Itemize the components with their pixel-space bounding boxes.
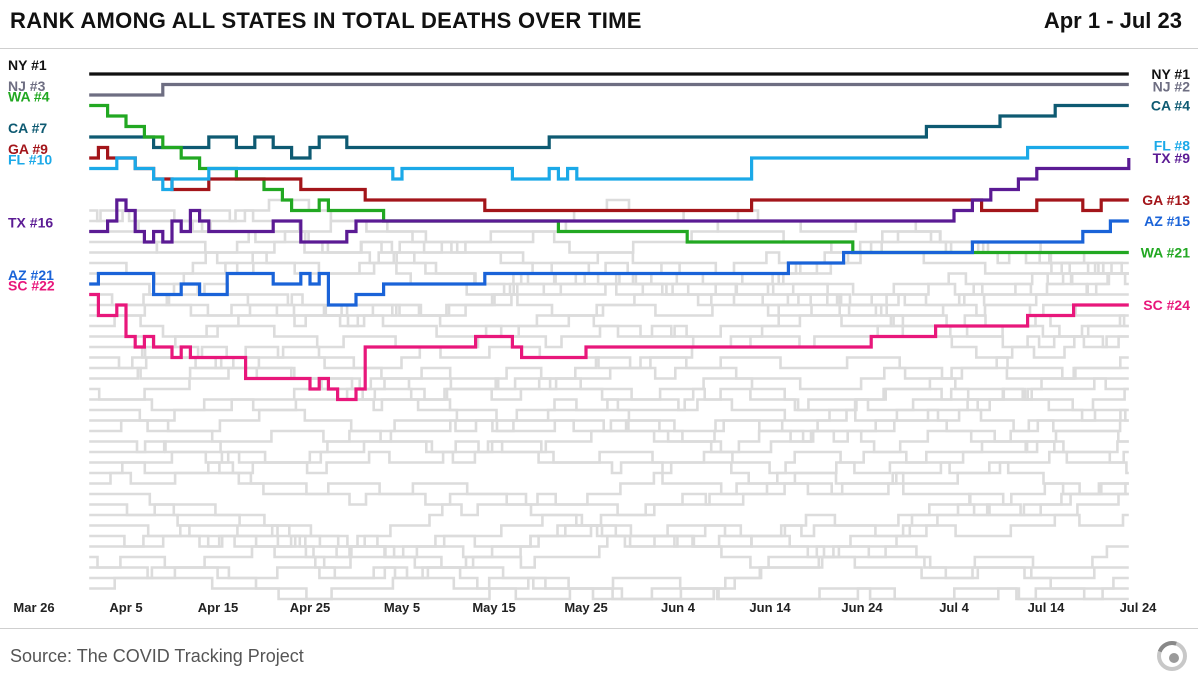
series-line-tx xyxy=(89,158,1131,244)
background-state-line xyxy=(89,356,1129,433)
end-label-fl: FL #8 xyxy=(1154,138,1191,154)
end-label-sc: SC #24 xyxy=(1143,297,1190,313)
series-line-sc xyxy=(89,292,1129,402)
end-label-ga: GA #13 xyxy=(1142,192,1190,208)
background-state-line xyxy=(89,240,1129,317)
series-line-wa xyxy=(89,103,1129,255)
background-state-line xyxy=(89,366,1129,412)
end-label-ny: NY #1 xyxy=(1151,66,1190,82)
series-line-ca xyxy=(89,103,1129,160)
series-line-az xyxy=(89,219,1129,307)
background-state-line xyxy=(89,272,1129,370)
x-tick-label: Jun 4 xyxy=(661,600,696,615)
start-label-tx: TX #16 xyxy=(8,215,53,231)
x-tick-label: May 15 xyxy=(472,600,515,615)
series-line-nj xyxy=(89,82,1129,97)
background-state-line xyxy=(89,209,1129,328)
background-state-line xyxy=(89,272,1129,328)
background-state-line xyxy=(89,503,1129,580)
start-label-ga: GA #9 xyxy=(8,141,48,157)
background-state-line xyxy=(89,482,1129,601)
bottom-divider xyxy=(0,628,1198,629)
start-label-nj: NJ #3 xyxy=(8,78,46,94)
start-label-ny: NY #1 xyxy=(8,57,47,73)
x-tick-label: May 25 xyxy=(564,600,607,615)
background-state-line xyxy=(89,450,1129,548)
top-divider xyxy=(0,48,1198,49)
x-tick-label: Apr 15 xyxy=(198,600,238,615)
x-tick-label: Apr 25 xyxy=(290,600,330,615)
background-state-lines xyxy=(89,198,1129,601)
background-state-line xyxy=(89,503,1129,569)
rank-chart: NY #1 NY #1 NJ #3 NJ #2 CA #7 CA #4 WA #4 WA #2… xyxy=(8,57,1190,615)
x-tick-label: Jul 14 xyxy=(1028,600,1066,615)
end-label-tx: TX #9 xyxy=(1153,150,1191,166)
background-state-line xyxy=(89,303,1129,391)
background-state-line xyxy=(89,471,1129,517)
background-state-line xyxy=(89,251,1129,349)
background-state-line xyxy=(89,272,1129,317)
background-state-line xyxy=(89,461,1129,580)
x-tick-label: Mar 26 xyxy=(13,600,54,615)
background-state-line xyxy=(89,314,1129,370)
date-range: Apr 1 - Jul 23 xyxy=(1043,8,1182,33)
x-tick-label: Apr 5 xyxy=(109,600,142,615)
series-line-fl xyxy=(89,145,1129,192)
source-note: Source: The COVID Tracking Project xyxy=(10,646,304,666)
background-state-line xyxy=(89,440,1129,538)
start-label-fl: FL #10 xyxy=(8,152,52,168)
start-label-ca: CA #7 xyxy=(8,120,47,136)
end-label-az: AZ #15 xyxy=(1144,213,1190,229)
background-state-line xyxy=(89,419,1129,485)
end-label-ca: CA #4 xyxy=(1151,98,1190,114)
end-label-wa: WA #21 xyxy=(1141,245,1190,261)
x-tick-label: Jul 4 xyxy=(939,600,969,615)
background-state-line xyxy=(89,387,1129,443)
x-tick-label: Jun 24 xyxy=(841,600,883,615)
background-state-line xyxy=(89,513,1129,569)
start-label-sc: SC #22 xyxy=(8,278,55,294)
chart-title: RANK AMONG ALL STATES IN TOTAL DEATHS OV… xyxy=(10,8,642,33)
x-tick-label: May 5 xyxy=(384,600,420,615)
background-state-line xyxy=(89,419,1129,475)
covid-tracking-project-logo-icon xyxy=(1157,641,1187,671)
background-state-line xyxy=(89,345,1129,454)
highlighted-state-lines xyxy=(89,72,1131,402)
series-labels: NY #1 NY #1 NJ #3 NJ #2 CA #7 CA #4 WA #4 WA #2… xyxy=(8,57,1190,313)
start-label-wa: WA #4 xyxy=(8,89,50,105)
x-tick-label: Jul 24 xyxy=(1120,600,1158,615)
x-axis: Mar 26 Apr 5 Apr 15 Apr 25 May 5 May 15 May 25… xyxy=(13,600,1157,615)
start-label-az: AZ #21 xyxy=(8,267,54,283)
background-state-line xyxy=(89,492,1129,580)
end-label-nj: NJ #2 xyxy=(1153,79,1191,95)
x-tick-label: Jun 14 xyxy=(749,600,791,615)
